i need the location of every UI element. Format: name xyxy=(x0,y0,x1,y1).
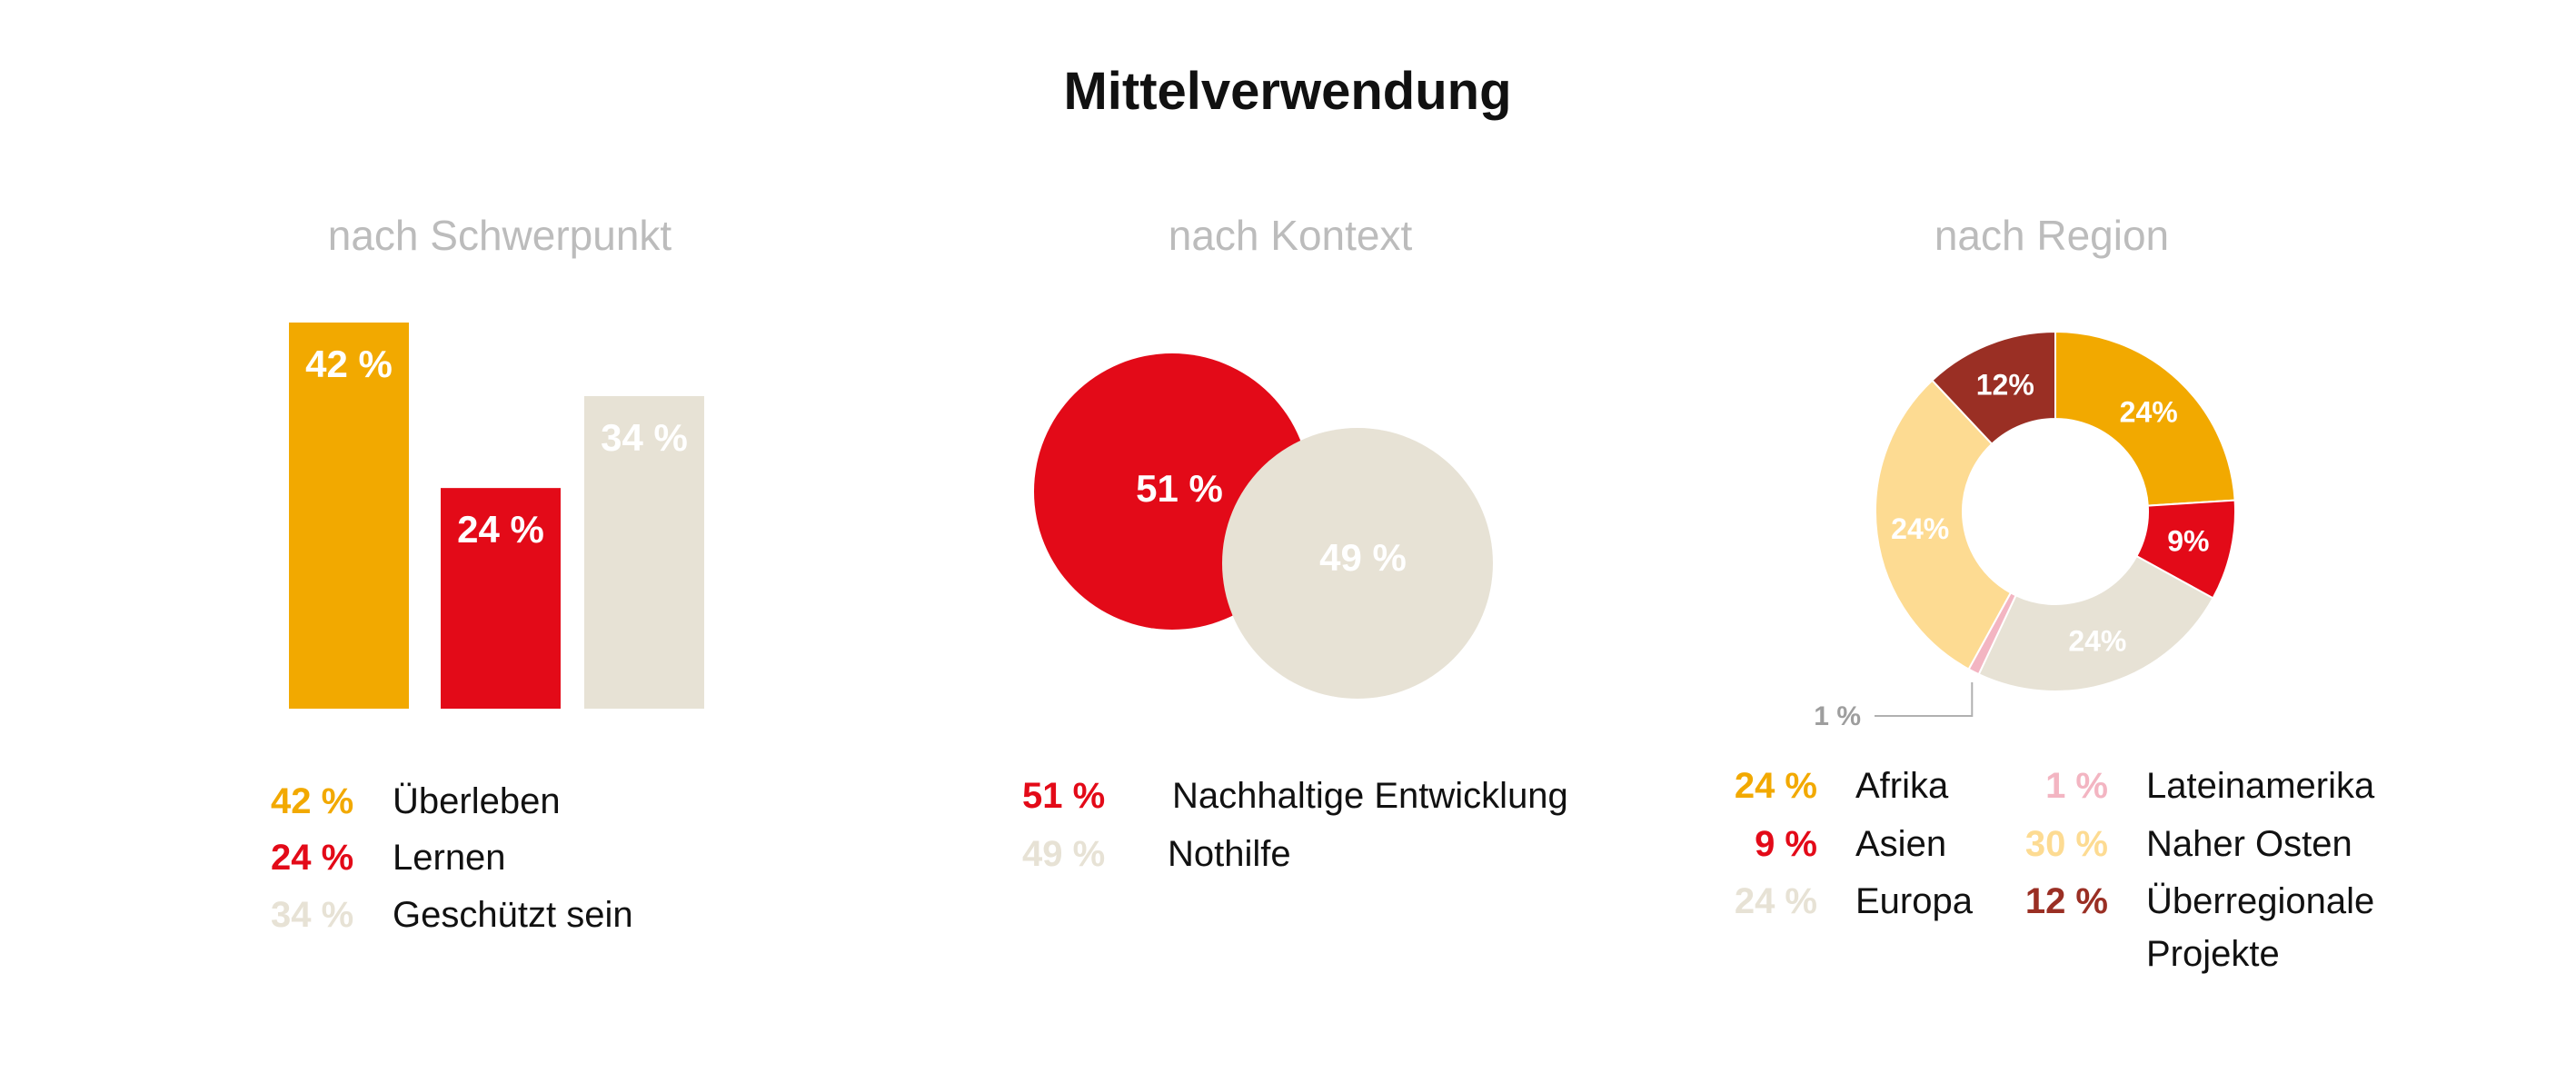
legend-label: Naher Osten xyxy=(2146,824,2352,864)
slice-value-label: 24% xyxy=(2068,625,2126,658)
legend-label-line: Überregionale xyxy=(2146,881,2374,921)
slice-value-label: 12% xyxy=(1976,369,2034,402)
bar-3 xyxy=(584,395,704,709)
slice-value-label: 24% xyxy=(1891,512,1949,545)
donut-slice-5 xyxy=(1875,379,2013,671)
legend-percent: 12 % xyxy=(2025,881,2108,921)
legend-percent: 51 % xyxy=(1022,776,1105,816)
legend-percent: 34 % xyxy=(271,895,353,935)
legend-percent: 24 % xyxy=(1735,766,1817,806)
legend-percent: 30 % xyxy=(2025,824,2108,864)
bar-value-label: 24 % xyxy=(457,508,544,551)
callout-label: 1 % xyxy=(1814,701,1861,731)
subtitle-region: nach Region xyxy=(1934,212,2169,259)
legend-label: Nothilfe xyxy=(1168,834,1291,874)
bubble-value-label: 49 % xyxy=(1319,536,1407,579)
legend-label-line: Afrika xyxy=(1855,766,1949,806)
donut-slice-1 xyxy=(2054,330,2236,507)
legend-label-line: Naher Osten xyxy=(2146,824,2352,864)
legend-label-line: Projekte xyxy=(2146,934,2280,974)
legend-label: Asien xyxy=(1855,824,1946,864)
bar-1 xyxy=(289,323,409,709)
legend-percent: 49 % xyxy=(1022,834,1105,874)
legend-label: Überleben xyxy=(393,781,561,821)
callout-line xyxy=(1875,681,1974,717)
bubble-2 xyxy=(1222,428,1493,699)
bar-value-label: 42 % xyxy=(305,343,393,385)
legend-percent: 1 % xyxy=(2045,766,2108,806)
bar-value-label: 34 % xyxy=(601,416,688,459)
legend-label: Lateinamerika xyxy=(2146,766,2375,806)
bubble-value-label: 51 % xyxy=(1136,467,1223,510)
subtitle-kontext: nach Kontext xyxy=(1169,212,1413,259)
bar-2 xyxy=(441,488,561,709)
legend-label: Nachhaltige Entwicklung xyxy=(1172,776,1568,816)
legend-label: Afrika xyxy=(1855,766,1949,806)
legend-label: Überregionale Projekte xyxy=(2146,881,2374,974)
legend-percent: 42 % xyxy=(271,781,353,821)
panel-kontext: nach Kontext 51 % 49 % 51 % Nachhaltige Entw… xyxy=(1022,212,1568,874)
legend-label-line: Lateinamerika xyxy=(2146,766,2375,806)
legend-label: Europa xyxy=(1855,881,1974,921)
panel-region: nach Region 24% 9% 24% 1 % 24% 12% 24 % Afrika 9 … xyxy=(1735,212,2375,974)
slice-value-label: 24% xyxy=(2120,396,2178,429)
legend-percent: 24 % xyxy=(1735,881,1817,921)
slice-value-label: 9% xyxy=(2167,525,2209,558)
donut-slice-6 xyxy=(1931,330,2056,446)
legend-percent: 24 % xyxy=(271,838,353,878)
legend-label: Lernen xyxy=(393,838,506,878)
legend-label: Geschützt sein xyxy=(393,895,633,935)
subtitle-schwerpunkt: nach Schwerpunkt xyxy=(328,212,672,259)
main-title: Mittelverwendung xyxy=(1063,62,1511,121)
legend-label-line: Asien xyxy=(1855,824,1946,864)
panel-schwerpunkt: nach Schwerpunkt 42 % 24 % 34 % 42 % Überlebe… xyxy=(271,212,704,935)
donut-slice-3 xyxy=(1977,554,2214,692)
legend-percent: 9 % xyxy=(1755,824,1817,864)
legend-label-line: Europa xyxy=(1855,881,1974,921)
